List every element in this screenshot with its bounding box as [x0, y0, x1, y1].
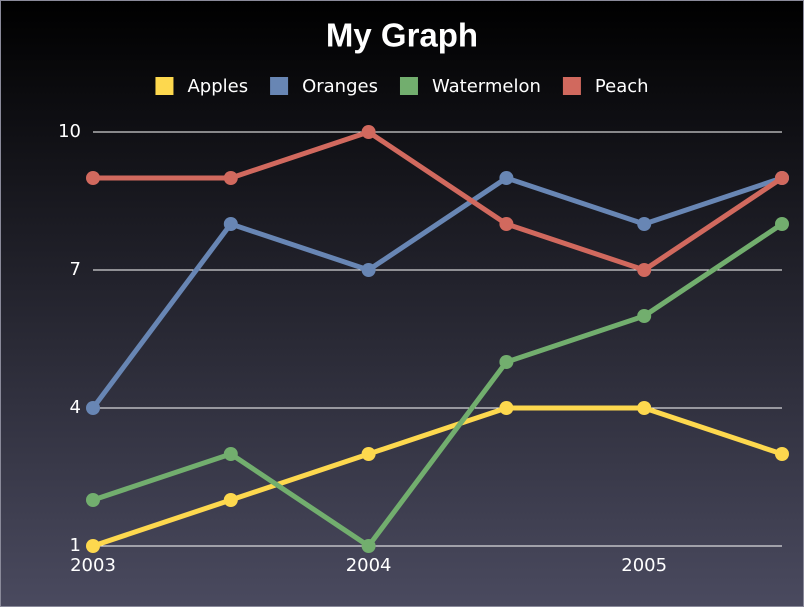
data-point	[86, 401, 100, 415]
legend-label: Peach	[595, 76, 649, 97]
y-tick-label: 7	[70, 259, 81, 280]
legend-swatch	[399, 77, 418, 95]
legend-swatch	[155, 77, 174, 95]
data-point	[775, 447, 789, 461]
data-point	[86, 171, 100, 185]
data-point	[637, 309, 652, 323]
data-point	[775, 171, 789, 185]
x-tick-label: 2005	[621, 555, 667, 576]
chart-title: My Graph	[326, 17, 478, 54]
data-point	[499, 355, 514, 369]
data-point	[223, 447, 238, 461]
data-point	[223, 171, 238, 185]
legend-swatch	[270, 77, 289, 95]
data-point	[86, 493, 100, 507]
data-point	[86, 539, 100, 553]
data-point	[775, 217, 789, 231]
series-line	[92, 221, 784, 549]
x-tick-label: 2004	[346, 555, 392, 576]
y-tick-label: 10	[58, 121, 81, 142]
data-point	[499, 171, 514, 185]
data-point	[637, 401, 652, 415]
series-line	[90, 175, 783, 410]
data-point	[499, 401, 514, 415]
legend-label: Oranges	[302, 76, 378, 97]
data-point	[361, 263, 376, 277]
data-point	[499, 217, 514, 231]
data-point	[361, 125, 376, 139]
x-tick-label: 2003	[70, 555, 116, 576]
data-point	[361, 447, 376, 461]
series-line	[92, 405, 783, 549]
data-point	[637, 263, 652, 277]
legend-label: Apples	[187, 76, 248, 97]
data-point	[223, 493, 238, 507]
legend-swatch	[562, 77, 581, 95]
data-point	[361, 539, 376, 553]
series-line	[93, 129, 784, 273]
data-point	[223, 217, 238, 231]
y-tick-label: 1	[70, 535, 81, 556]
data-point	[637, 217, 652, 231]
legend-label: Watermelon	[432, 76, 541, 97]
y-tick-label: 4	[70, 397, 81, 418]
